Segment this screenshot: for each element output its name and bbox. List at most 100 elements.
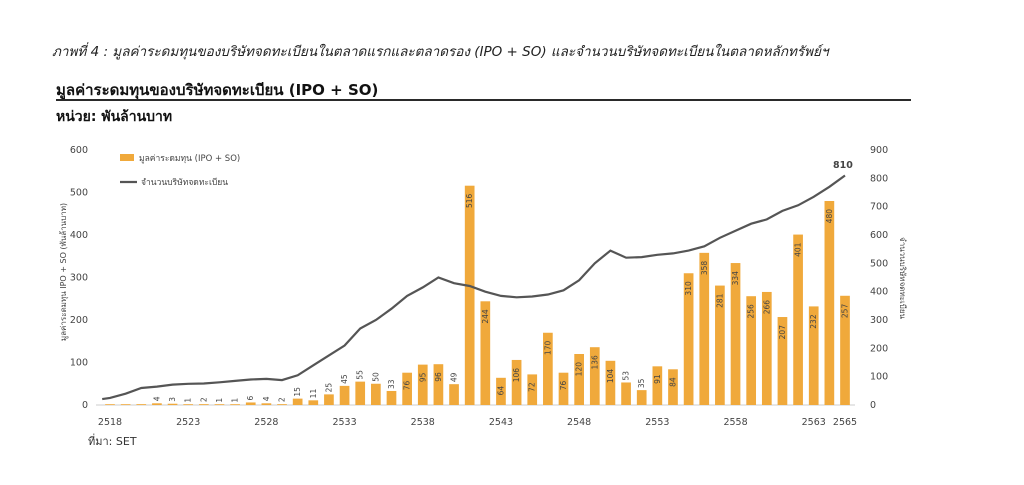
bar xyxy=(386,390,397,405)
bar xyxy=(105,404,115,405)
bar-label: 2 xyxy=(278,397,287,402)
bar-label: 281 xyxy=(715,293,724,308)
bar xyxy=(261,403,272,405)
x-tick: 2553 xyxy=(645,417,669,428)
y-left-tick: 100 xyxy=(70,358,88,369)
bar xyxy=(120,404,131,405)
bar xyxy=(793,234,803,405)
y-right-tick: 800 xyxy=(870,173,888,184)
y-right-tick: 400 xyxy=(870,287,888,298)
bar-label: 25 xyxy=(324,383,333,393)
bar xyxy=(230,404,240,405)
bar xyxy=(636,390,647,405)
x-tick: 2533 xyxy=(332,417,356,428)
bar xyxy=(480,301,491,405)
y-left-tick: 600 xyxy=(70,145,88,156)
bar xyxy=(543,332,553,405)
bar xyxy=(668,369,678,405)
bar-label: 95 xyxy=(418,372,427,382)
line-end-label: 810 xyxy=(833,160,853,171)
bar xyxy=(402,372,412,405)
bar xyxy=(730,263,741,405)
bar-label: 1 xyxy=(231,398,240,403)
bar xyxy=(761,291,772,405)
x-tick: 2563 xyxy=(802,417,826,428)
bar-label: 120 xyxy=(575,362,584,377)
y-left-tick: 0 xyxy=(82,400,88,411)
bar-label: 256 xyxy=(747,304,756,319)
bar xyxy=(527,374,538,405)
bar xyxy=(214,404,225,405)
source-note: ที่มา: SET xyxy=(88,435,137,448)
bar xyxy=(277,404,287,405)
bar xyxy=(746,296,757,405)
bar xyxy=(152,403,162,405)
bar-label: 257 xyxy=(841,304,850,319)
bar xyxy=(371,383,381,405)
bar xyxy=(605,360,616,405)
bar-label: 104 xyxy=(606,369,615,384)
x-tick: 2528 xyxy=(254,417,278,428)
bar xyxy=(683,273,694,405)
legend-bar-swatch xyxy=(120,154,134,161)
listed-companies-line xyxy=(102,174,846,401)
bar-label: 11 xyxy=(309,389,318,399)
bar xyxy=(449,384,459,405)
bar-label: 207 xyxy=(778,325,787,340)
bar-label: 106 xyxy=(512,368,521,383)
y-right-tick: 200 xyxy=(870,343,888,354)
y-axis-right-title: จำนวนบริษัทจดทะเบียน xyxy=(898,237,907,319)
bar xyxy=(136,404,147,405)
x-tick: 2538 xyxy=(411,417,435,428)
bar xyxy=(324,394,334,405)
bar-label: 91 xyxy=(653,374,662,384)
figure-caption: ภาพที่ 4 : มูลค่าระดมทุนของบริษัทจดทะเบี… xyxy=(52,44,829,60)
bar-label: 96 xyxy=(434,372,443,382)
bar-label: 334 xyxy=(731,271,740,286)
bar-label: 64 xyxy=(496,386,505,396)
bar xyxy=(511,359,522,405)
y-right-tick: 300 xyxy=(870,315,888,326)
x-tick: 2565 xyxy=(833,417,857,428)
bar xyxy=(558,372,569,405)
bar-label: 232 xyxy=(809,314,818,329)
y-right-tick: 500 xyxy=(870,258,888,269)
bar-label: 15 xyxy=(293,387,302,397)
y-right-tick: 700 xyxy=(870,202,888,213)
bar-label: 1 xyxy=(215,398,224,403)
bar-label: 2 xyxy=(199,397,208,402)
bar-label: 35 xyxy=(637,378,646,388)
bar xyxy=(621,382,631,405)
bar xyxy=(699,252,710,405)
bar xyxy=(183,404,194,405)
unit-label: หน่วย: พันล้านบาท xyxy=(56,109,173,125)
chart-title: มูลค่าระดมทุนของบริษัทจดทะเบียน (IPO + S… xyxy=(56,81,379,99)
y-right-tick: 600 xyxy=(870,230,888,241)
bar-label: 136 xyxy=(590,355,599,370)
bar-label: 3 xyxy=(168,397,177,402)
bar xyxy=(808,306,819,405)
bar xyxy=(198,404,209,405)
bar xyxy=(355,381,366,405)
bar-label: 45 xyxy=(340,374,349,384)
bar-label: 516 xyxy=(465,193,474,208)
x-tick: 2543 xyxy=(489,417,513,428)
title-rule xyxy=(56,99,911,101)
bar-label: 1 xyxy=(184,398,193,403)
bar xyxy=(245,402,256,405)
bar-label: 4 xyxy=(152,396,161,401)
bar xyxy=(433,364,444,405)
bar xyxy=(824,201,835,405)
bar xyxy=(339,385,350,405)
y-left-tick: 200 xyxy=(70,315,88,326)
bar-label: 84 xyxy=(668,377,677,387)
bar-label: 53 xyxy=(622,371,631,381)
bar xyxy=(652,366,663,405)
legend-bar-label: มูลค่าระดมทุน (IPO + SO) xyxy=(139,154,240,164)
bar-label: 72 xyxy=(528,382,537,392)
bar-label: 76 xyxy=(559,380,568,390)
x-tick: 2558 xyxy=(723,417,747,428)
bar xyxy=(715,285,725,405)
bar-label: 76 xyxy=(403,380,412,390)
